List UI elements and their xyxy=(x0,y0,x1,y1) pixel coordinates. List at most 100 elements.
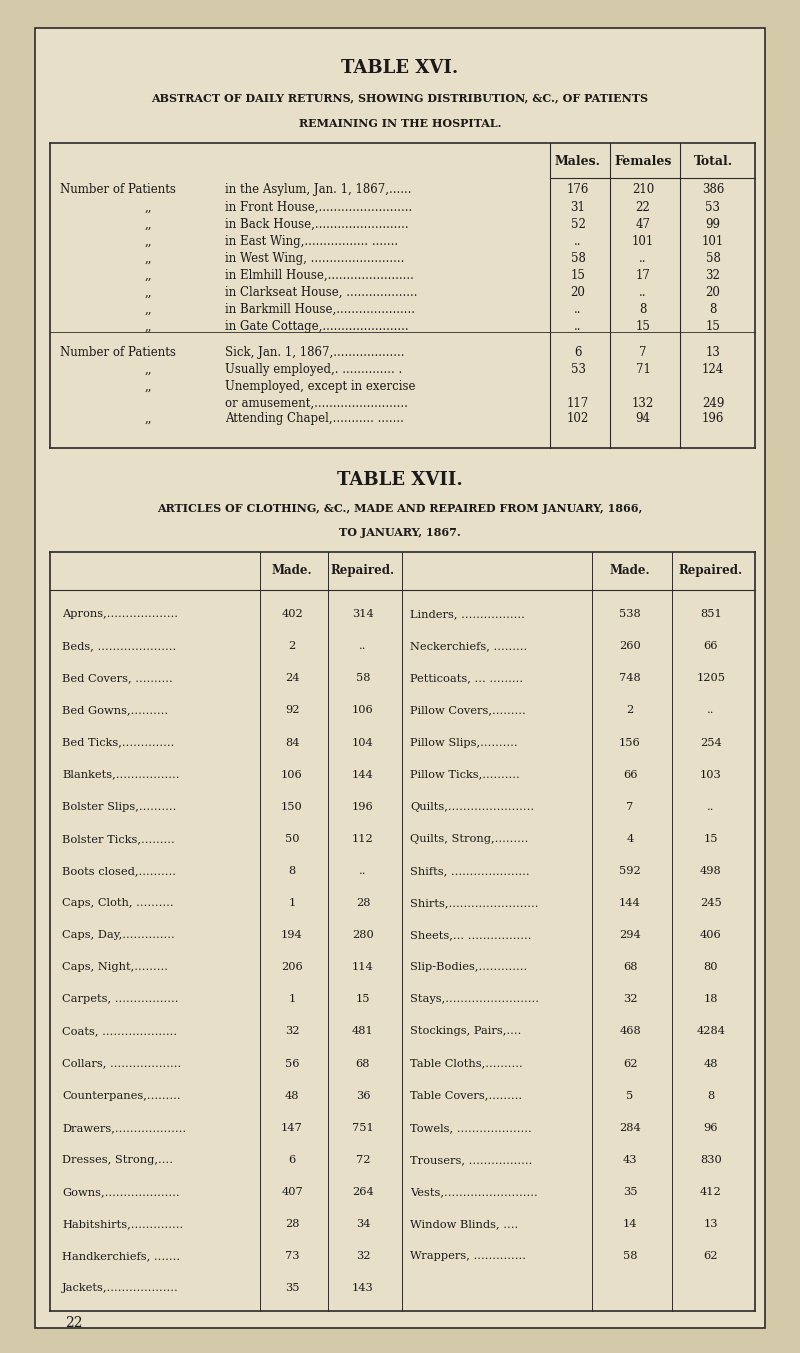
Text: Bolster Ticks,.........: Bolster Ticks,......... xyxy=(62,833,174,844)
Text: 7: 7 xyxy=(626,802,634,812)
Text: 407: 407 xyxy=(281,1187,303,1197)
Text: 4: 4 xyxy=(626,833,634,844)
Text: TO JANUARY, 1867.: TO JANUARY, 1867. xyxy=(339,526,461,537)
Text: 249: 249 xyxy=(702,398,724,410)
Text: ,,: ,, xyxy=(145,235,153,248)
Text: 104: 104 xyxy=(352,737,374,747)
Text: Total.: Total. xyxy=(694,154,733,168)
Text: ,,: ,, xyxy=(145,200,153,214)
Text: TABLE XVI.: TABLE XVI. xyxy=(342,60,458,77)
Text: 2: 2 xyxy=(626,705,634,716)
Text: 102: 102 xyxy=(567,411,589,425)
Text: in the Asylum, Jan. 1, 1867,......: in the Asylum, Jan. 1, 1867,...... xyxy=(225,184,411,196)
Text: 851: 851 xyxy=(700,609,722,620)
Text: Stockings, Pairs,....: Stockings, Pairs,.... xyxy=(410,1027,522,1036)
Text: Bed Covers, ..........: Bed Covers, .......... xyxy=(62,674,173,683)
Text: Bed Gowns,..........: Bed Gowns,.......... xyxy=(62,705,168,716)
Text: Beds, .....................: Beds, ..................... xyxy=(62,641,176,651)
Text: Pillow Ticks,..........: Pillow Ticks,.......... xyxy=(410,770,520,779)
Text: 56: 56 xyxy=(285,1058,299,1069)
Text: Sheets,... .................: Sheets,... ................. xyxy=(410,930,531,940)
Text: 32: 32 xyxy=(622,994,638,1004)
Text: 73: 73 xyxy=(285,1252,299,1261)
Text: ,,: ,, xyxy=(145,363,153,376)
Text: 156: 156 xyxy=(619,737,641,747)
Text: 7: 7 xyxy=(639,346,646,359)
Text: Drawers,...................: Drawers,................... xyxy=(62,1123,186,1132)
Text: in Back House,.........................: in Back House,......................... xyxy=(225,218,409,230)
Text: 24: 24 xyxy=(285,674,299,683)
Text: 412: 412 xyxy=(700,1187,722,1197)
Text: 468: 468 xyxy=(619,1027,641,1036)
Text: 20: 20 xyxy=(570,285,586,299)
Text: 35: 35 xyxy=(285,1284,299,1293)
Text: 32: 32 xyxy=(285,1027,299,1036)
Text: 35: 35 xyxy=(622,1187,638,1197)
Text: 52: 52 xyxy=(570,218,586,230)
Text: Repaired.: Repaired. xyxy=(331,563,395,576)
Text: 32: 32 xyxy=(356,1252,370,1261)
Text: 32: 32 xyxy=(706,269,721,281)
Text: 8: 8 xyxy=(707,1091,714,1101)
Text: ,,: ,, xyxy=(145,380,153,394)
Text: Blankets,.................: Blankets,................. xyxy=(62,770,179,779)
Text: 66: 66 xyxy=(622,770,638,779)
Text: 1: 1 xyxy=(288,994,296,1004)
Text: Table Cloths,..........: Table Cloths,.......... xyxy=(410,1058,522,1069)
Text: Carpets, .................: Carpets, ................. xyxy=(62,994,178,1004)
Text: Unemployed, except in exercise: Unemployed, except in exercise xyxy=(225,380,415,394)
Text: 592: 592 xyxy=(619,866,641,875)
Text: Pillow Covers,.........: Pillow Covers,......... xyxy=(410,705,526,716)
Text: 96: 96 xyxy=(704,1123,718,1132)
Text: 28: 28 xyxy=(356,898,370,908)
Text: 62: 62 xyxy=(622,1058,638,1069)
Text: 68: 68 xyxy=(622,962,638,973)
Text: Jackets,...................: Jackets,................... xyxy=(62,1284,178,1293)
Text: 498: 498 xyxy=(700,866,722,875)
Text: in Elmhill House,.......................: in Elmhill House,....................... xyxy=(225,269,414,281)
Text: 144: 144 xyxy=(352,770,374,779)
Text: ..: .. xyxy=(574,235,582,248)
Text: 13: 13 xyxy=(706,346,721,359)
Text: 196: 196 xyxy=(352,802,374,812)
Text: in Barkmill House,.....................: in Barkmill House,..................... xyxy=(225,303,415,317)
Text: 28: 28 xyxy=(285,1219,299,1229)
Text: Sick, Jan. 1, 1867,...................: Sick, Jan. 1, 1867,................... xyxy=(225,346,405,359)
Text: 58: 58 xyxy=(622,1252,638,1261)
Text: 112: 112 xyxy=(352,833,374,844)
Text: 15: 15 xyxy=(704,833,718,844)
Text: 6: 6 xyxy=(574,346,582,359)
Text: 386: 386 xyxy=(702,184,724,196)
Text: TABLE XVII.: TABLE XVII. xyxy=(337,471,463,488)
Text: ,,: ,, xyxy=(145,303,153,317)
FancyBboxPatch shape xyxy=(35,28,765,1329)
Text: Quilts,.......................: Quilts,....................... xyxy=(410,802,534,812)
Text: ,,: ,, xyxy=(145,285,153,299)
Text: 13: 13 xyxy=(704,1219,718,1229)
Text: Shirts,........................: Shirts,........................ xyxy=(410,898,538,908)
Text: Shifts, .....................: Shifts, ..................... xyxy=(410,866,530,875)
Text: 71: 71 xyxy=(635,363,650,376)
Text: Caps, Cloth, ..........: Caps, Cloth, .......... xyxy=(62,898,174,908)
Text: ,,: ,, xyxy=(145,218,153,230)
Text: 8: 8 xyxy=(639,303,646,317)
Text: Trousers, .................: Trousers, ................. xyxy=(410,1155,532,1165)
Text: 103: 103 xyxy=(700,770,722,779)
Text: ABSTRACT OF DAILY RETURNS, SHOWING DISTRIBUTION, &C., OF PATIENTS: ABSTRACT OF DAILY RETURNS, SHOWING DISTR… xyxy=(151,92,649,103)
Text: 48: 48 xyxy=(704,1058,718,1069)
Text: Bolster Slips,..........: Bolster Slips,.......... xyxy=(62,802,176,812)
Text: 68: 68 xyxy=(356,1058,370,1069)
Text: 260: 260 xyxy=(619,641,641,651)
Text: ,,: ,, xyxy=(145,321,153,333)
Text: in Gate Cottage,.......................: in Gate Cottage,....................... xyxy=(225,321,409,333)
Text: 2: 2 xyxy=(288,641,296,651)
Text: 210: 210 xyxy=(632,184,654,196)
Text: Coats, ....................: Coats, .................... xyxy=(62,1027,177,1036)
Text: 50: 50 xyxy=(285,833,299,844)
Text: Habitshirts,..............: Habitshirts,.............. xyxy=(62,1219,183,1229)
Text: 18: 18 xyxy=(704,994,718,1004)
Text: 143: 143 xyxy=(352,1284,374,1293)
Text: Bed Ticks,..............: Bed Ticks,.............. xyxy=(62,737,174,747)
Text: 14: 14 xyxy=(622,1219,638,1229)
Text: 62: 62 xyxy=(704,1252,718,1261)
